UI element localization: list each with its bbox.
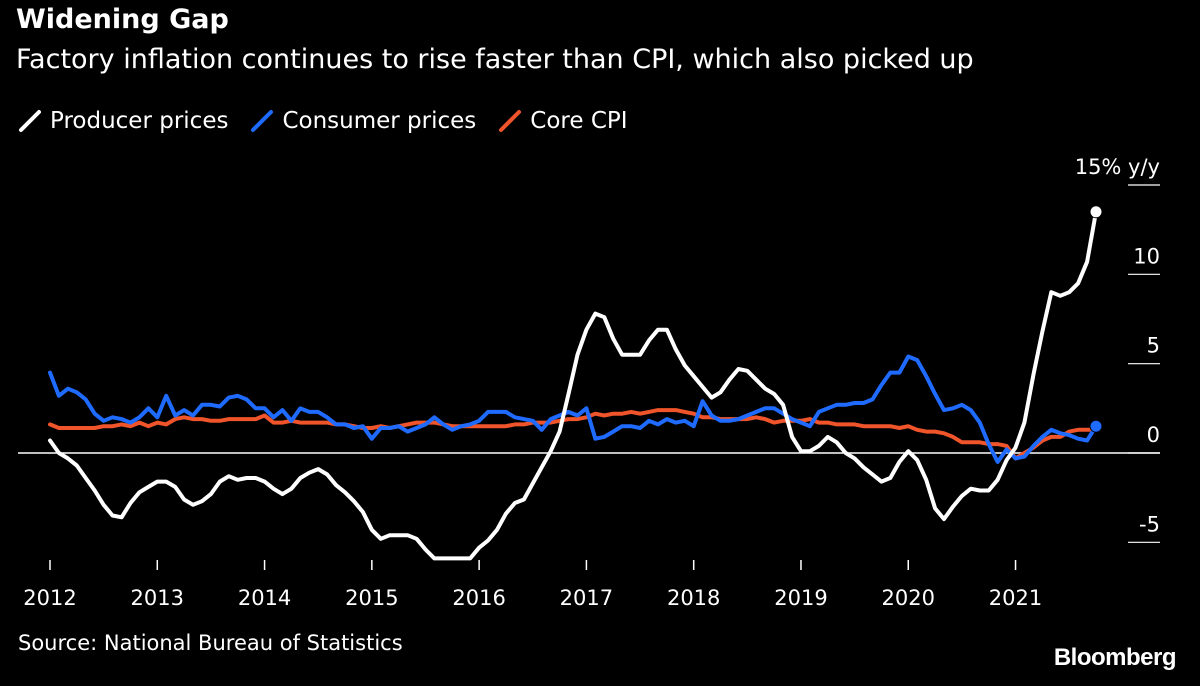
source-note: Source: National Bureau of Statistics xyxy=(18,631,403,655)
x-tick-label: 2013 xyxy=(131,586,184,610)
x-axis: 2012 2013 2014 2015 2016 2017 2018 2019 2020 2021 xyxy=(23,560,1042,610)
y-tick-label: 15% y/y xyxy=(1075,155,1160,179)
y-tick-label: 10 xyxy=(1133,244,1160,268)
legend-item-consumer: Consumer prices xyxy=(250,108,476,134)
x-tick-label: 2016 xyxy=(452,586,505,610)
consumer-prices-end-marker xyxy=(1089,419,1103,433)
legend-swatch-core-icon xyxy=(499,110,522,132)
x-tick-label: 2019 xyxy=(774,586,827,610)
producer-prices-end-marker xyxy=(1089,205,1103,219)
x-tick-label: 2014 xyxy=(238,586,291,610)
series-layer xyxy=(48,205,1103,561)
consumer-prices-line xyxy=(48,354,1098,464)
producer-prices-line xyxy=(48,209,1098,561)
y-tick-label: 0 xyxy=(1147,423,1160,447)
legend-item-core: Core CPI xyxy=(498,108,628,134)
legend-swatch-consumer-icon xyxy=(251,110,274,132)
chart-title: Widening Gap xyxy=(16,4,229,35)
chart-subtitle: Factory inflation continues to rise fast… xyxy=(16,44,974,75)
x-tick-label: 2021 xyxy=(989,586,1042,610)
x-tick-label: 2012 xyxy=(23,586,76,610)
y-tick-label: -5 xyxy=(1139,512,1160,536)
y-axis: 15% y/y 10 5 0 -5 xyxy=(1075,155,1160,543)
x-tick-label: 2017 xyxy=(560,586,613,610)
x-tick-label: 2015 xyxy=(345,586,398,610)
legend-swatch-producer-icon xyxy=(19,110,41,132)
legend-item-producer: Producer prices xyxy=(18,108,228,134)
legend-label-core: Core CPI xyxy=(530,108,628,134)
x-tick-label: 2020 xyxy=(882,586,935,610)
legend-label-producer: Producer prices xyxy=(50,108,229,134)
legend: Producer prices Consumer prices Core CPI xyxy=(18,104,650,138)
y-tick-label: 5 xyxy=(1147,334,1160,358)
legend-label-consumer: Consumer prices xyxy=(282,108,477,134)
bloomberg-logo: Bloomberg xyxy=(1053,644,1177,671)
x-tick-label: 2018 xyxy=(667,586,720,610)
core-cpi-line xyxy=(48,408,1098,461)
